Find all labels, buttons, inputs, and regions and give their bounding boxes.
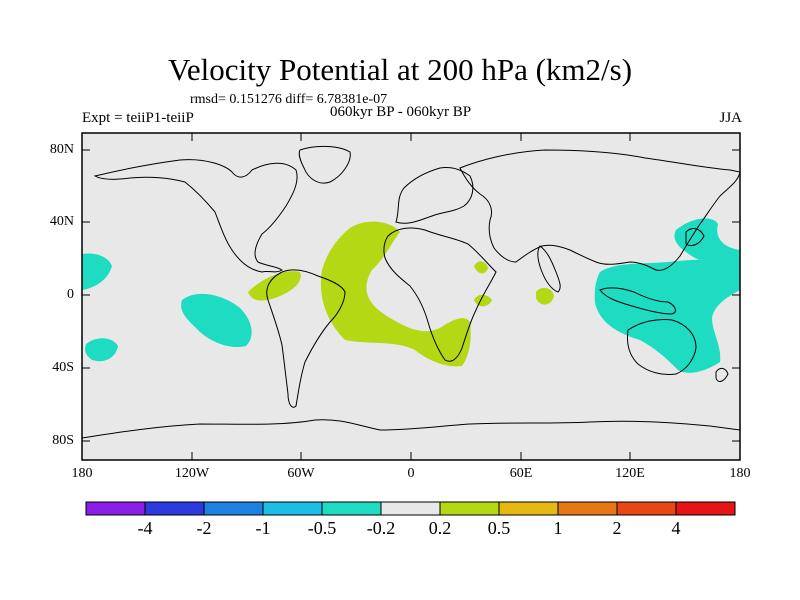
maritime-continent-coast: [599, 287, 676, 315]
colorbar-box: [675, 501, 736, 516]
colorbar-label: 0.5: [487, 518, 511, 538]
colorbar-label: 0.2: [428, 518, 452, 538]
colorbar-label: 4: [671, 518, 681, 538]
colorbar-box: [380, 501, 441, 516]
lat-tick-label: 80N: [49, 142, 74, 157]
experiment-label: Expt = teiiP1-teiiP: [82, 110, 194, 126]
dateline-north-negative-region: [82, 253, 112, 290]
north-america-coast: [93, 159, 298, 273]
colorbar-label: -0.2: [366, 518, 396, 538]
page-title: Velocity Potential at 200 hPa (km2/s): [167, 52, 633, 87]
new-zealand-coast: [715, 367, 729, 382]
lat-tick-label: 40N: [49, 214, 74, 229]
axis-ticks: [81, 133, 741, 460]
indian-ocean-positive-region: [536, 287, 554, 305]
colorbar-box: [85, 501, 146, 516]
colorbar-label: 2: [612, 518, 622, 538]
colorbar-box: [439, 501, 500, 516]
colorbar-box: [321, 501, 382, 516]
lon-tick-label: 0: [407, 466, 415, 481]
south-america-positive-region: [248, 271, 301, 301]
asia-coast: [459, 149, 741, 271]
stats-text: rmsd= 0.151276 diff= 6.78381e-07: [190, 92, 388, 107]
india-coast: [537, 245, 561, 293]
colorbar-label: -0.5: [307, 518, 337, 538]
dateline-south-negative-region: [85, 338, 118, 362]
lon-tick-label: 60E: [509, 466, 533, 481]
greenland-coast: [298, 145, 351, 184]
colorbar: [85, 501, 736, 516]
lat-tick-label: 80S: [52, 433, 74, 448]
negative-anomaly-regions: [82, 218, 740, 373]
lon-tick-label: 180: [729, 466, 751, 481]
lat-tick-label: 0: [67, 287, 74, 302]
antarctica-coast: [81, 419, 741, 439]
colorbar-box: [616, 501, 677, 516]
japan-coast: [685, 228, 705, 247]
atlantic-africa-positive-region: [320, 221, 471, 367]
australia-coast: [627, 319, 697, 375]
east-africa-positive-region: [474, 261, 488, 274]
east-pacific-negative-region: [181, 293, 252, 348]
colorbar-box: [144, 501, 205, 516]
positive-anomaly-regions: [248, 221, 554, 367]
west-pacific-negative-region: [594, 259, 740, 373]
colorbar-label: -1: [255, 518, 271, 538]
colorbar-label: -4: [137, 518, 153, 538]
africa-coast: [383, 227, 497, 362]
colorbar-label: -2: [196, 518, 212, 538]
season-label: JJA: [719, 110, 742, 126]
lon-tick-label: 60W: [287, 466, 315, 481]
colorbar-box: [498, 501, 559, 516]
north-pacific-negative-region: [674, 218, 740, 267]
colorbar-box: [262, 501, 323, 516]
lon-tick-label: 180: [71, 466, 93, 481]
colorbar-box: [557, 501, 618, 516]
period-label: 060kyr BP - 060kyr BP: [330, 104, 472, 120]
south-america-coast: [266, 269, 346, 408]
lon-tick-label: 120E: [615, 466, 645, 481]
colorbar-box: [203, 501, 264, 516]
lat-tick-label: 40S: [52, 360, 74, 375]
coastlines: [81, 145, 741, 439]
colorbar-label: 1: [553, 518, 563, 538]
lon-tick-label: 120W: [174, 466, 210, 481]
europe-coast: [395, 167, 474, 224]
